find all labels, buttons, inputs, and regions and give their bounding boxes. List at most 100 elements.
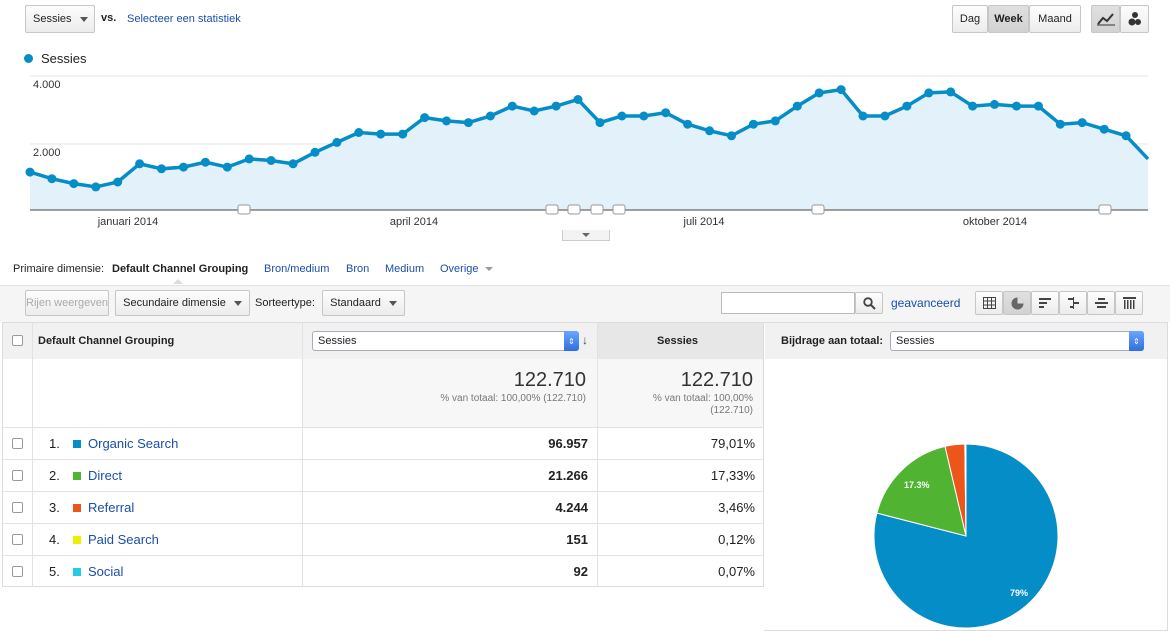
dimension-source-medium[interactable]: Bron/medium <box>264 263 330 275</box>
row-checkbox[interactable] <box>12 502 23 513</box>
annotation-marker-icon[interactable] <box>1098 204 1112 215</box>
expand-annotations-tab[interactable] <box>562 230 610 241</box>
data-point[interactable] <box>47 174 57 184</box>
row-checkbox[interactable] <box>12 470 23 481</box>
data-point[interactable] <box>288 159 298 169</box>
data-point[interactable] <box>420 113 430 123</box>
table-search-input[interactable] <box>721 292 855 314</box>
data-point[interactable] <box>1055 119 1065 129</box>
line-chart-button[interactable] <box>1091 5 1120 33</box>
annotation-marker-icon[interactable] <box>612 204 626 215</box>
row-checkbox[interactable] <box>12 534 23 545</box>
data-point[interactable] <box>968 101 978 111</box>
data-point[interactable] <box>442 116 451 126</box>
data-point[interactable] <box>179 162 188 172</box>
data-point[interactable] <box>595 118 605 128</box>
pie-slice[interactable] <box>873 443 1059 629</box>
row-channel-link[interactable]: Social <box>88 564 124 579</box>
data-point[interactable] <box>135 159 145 169</box>
dimension-source[interactable]: Bron <box>346 263 370 275</box>
data-point[interactable] <box>1121 131 1131 141</box>
row-channel-link[interactable]: Paid Search <box>88 532 159 547</box>
data-point[interactable] <box>770 116 780 126</box>
data-point[interactable] <box>639 111 649 121</box>
annotation-marker-icon[interactable] <box>545 204 559 215</box>
data-point[interactable] <box>310 147 320 157</box>
comparison-view-button[interactable] <box>1059 291 1087 315</box>
data-point[interactable] <box>946 87 956 97</box>
annotation-marker-icon[interactable] <box>590 204 604 215</box>
sort-desc-icon[interactable]: ↓ <box>582 333 588 347</box>
data-point[interactable] <box>25 167 35 177</box>
data-point[interactable] <box>748 119 758 129</box>
data-point[interactable] <box>266 156 276 165</box>
motion-chart-button[interactable] <box>1120 5 1149 33</box>
data-point[interactable] <box>683 119 693 129</box>
period-day-button[interactable]: Dag <box>952 5 988 33</box>
dimension-other[interactable]: Overige <box>440 263 493 275</box>
show-rows-button[interactable]: Rijen weergeven <box>25 290 109 316</box>
data-point[interactable] <box>990 99 999 109</box>
data-point[interactable] <box>836 85 846 95</box>
sort-type-select[interactable]: Standaard <box>322 290 405 316</box>
data-point[interactable] <box>792 101 802 111</box>
data-point[interactable] <box>222 162 232 172</box>
data-point[interactable] <box>485 111 495 121</box>
data-point[interactable] <box>529 106 539 116</box>
dimension-medium[interactable]: Medium <box>385 263 425 275</box>
metric-select[interactable]: Sessies <box>25 5 95 33</box>
row-channel-link[interactable]: Organic Search <box>88 436 179 451</box>
annotation-marker-icon[interactable] <box>567 204 581 215</box>
search-icon <box>862 296 876 310</box>
data-point[interactable] <box>661 108 671 118</box>
secondary-dimension-select[interactable]: Secundaire dimensie <box>115 290 250 316</box>
row-value: 21.266 <box>548 468 588 483</box>
data-point[interactable] <box>200 157 210 167</box>
data-point[interactable] <box>507 101 517 111</box>
data-point[interactable] <box>376 129 386 139</box>
bar-view-button[interactable] <box>1031 291 1059 315</box>
row-channel-link[interactable]: Direct <box>88 468 122 483</box>
data-point[interactable] <box>91 182 101 192</box>
pivot-view-button[interactable] <box>1115 291 1143 315</box>
data-point[interactable] <box>332 137 342 147</box>
data-point[interactable] <box>1033 101 1043 111</box>
period-week-button[interactable]: Week <box>988 5 1029 33</box>
data-point[interactable] <box>705 126 715 136</box>
data-point[interactable] <box>880 111 890 121</box>
contribution-metric-select[interactable]: Sessies ⇕ <box>890 331 1144 351</box>
compare-metric-link[interactable]: Selecteer een statistiek <box>127 13 241 25</box>
data-point[interactable] <box>157 164 166 174</box>
data-point[interactable] <box>573 95 583 104</box>
pie-slice[interactable] <box>876 445 967 537</box>
data-point[interactable] <box>244 154 254 164</box>
advanced-search-link[interactable]: geavanceerd <box>891 296 961 310</box>
data-point[interactable] <box>1099 124 1109 134</box>
data-point[interactable] <box>69 179 79 189</box>
data-point[interactable] <box>398 129 408 139</box>
data-point[interactable] <box>1077 118 1087 128</box>
table-metric-select[interactable]: Sessies ⇕ <box>312 331 579 351</box>
data-point[interactable] <box>113 177 123 187</box>
data-point[interactable] <box>902 101 912 111</box>
select-all-checkbox[interactable] <box>12 335 23 346</box>
row-checkbox[interactable] <box>12 566 23 577</box>
pie-view-button[interactable] <box>1003 291 1031 315</box>
row-checkbox[interactable] <box>12 438 23 449</box>
data-point[interactable] <box>858 111 868 121</box>
data-point[interactable] <box>727 131 736 141</box>
data-point[interactable] <box>617 111 627 121</box>
term-cloud-button[interactable] <box>1087 291 1115 315</box>
annotation-marker-icon[interactable] <box>811 204 825 215</box>
data-point[interactable] <box>924 88 934 98</box>
search-button[interactable] <box>855 292 883 314</box>
row-channel-link[interactable]: Referral <box>88 500 135 515</box>
data-point[interactable] <box>1012 101 1021 111</box>
data-point[interactable] <box>551 101 561 111</box>
data-point[interactable] <box>354 128 364 137</box>
table-view-button[interactable] <box>975 291 1003 315</box>
data-point[interactable] <box>463 118 473 128</box>
period-month-button[interactable]: Maand <box>1029 5 1081 33</box>
data-point[interactable] <box>814 88 824 98</box>
annotation-marker-icon[interactable] <box>237 204 251 215</box>
